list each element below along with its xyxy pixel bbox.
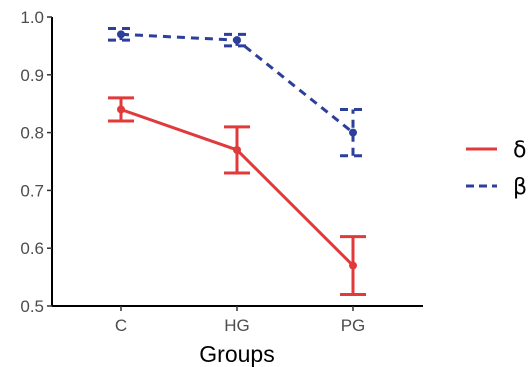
series-layer [108, 27, 366, 296]
y-tick-label: 0.8 [20, 124, 44, 143]
x-tick-label: PG [341, 316, 366, 335]
y-tick-label: 0.5 [20, 297, 44, 316]
series-1 [108, 96, 366, 296]
y-tick-label: 0.7 [20, 181, 44, 200]
x-tick-label: C [115, 316, 127, 335]
data-point [349, 128, 357, 137]
x-tick-label: HG [224, 316, 250, 335]
x-ticks: C HG PG [115, 306, 365, 335]
data-point [349, 261, 357, 270]
x-axis-title: Groups [199, 341, 274, 367]
legend: δβ [466, 138, 527, 200]
y-tick-label: 0.6 [20, 239, 44, 258]
legend-label: δ [513, 138, 526, 163]
data-point [117, 105, 125, 114]
series-2 [108, 27, 366, 158]
y-tick-label: 1.0 [20, 8, 44, 27]
series-line [120, 32, 354, 134]
y-tick-label: 0.9 [20, 66, 44, 85]
data-point [117, 30, 125, 39]
legend-label: β [513, 175, 527, 200]
y-ticks: 0.5 0.6 0.7 0.8 0.9 1.0 [20, 8, 52, 316]
data-point [233, 36, 241, 45]
data-point [233, 145, 241, 154]
